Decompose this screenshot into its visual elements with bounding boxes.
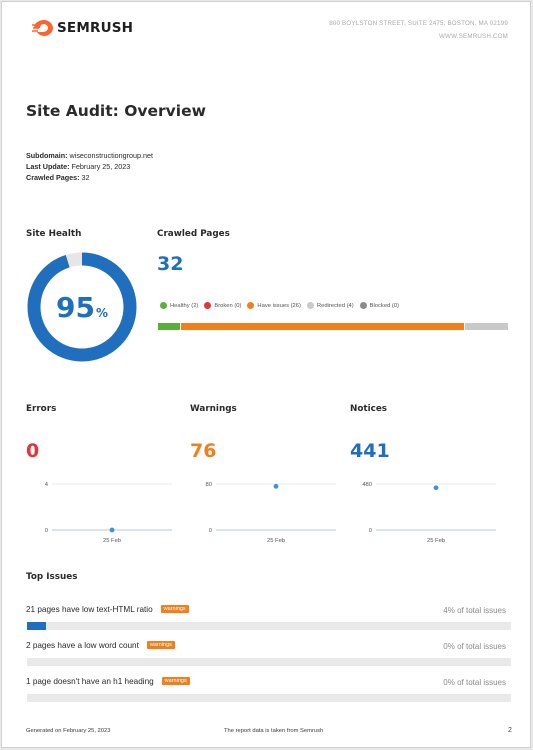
site-health-number: 95 (56, 290, 95, 324)
issue-text[interactable]: 1 page doesn't have an h1 heading (26, 677, 154, 686)
semrush-logo: SEMRUSH (32, 18, 133, 38)
legend-dot (247, 302, 255, 309)
notices-count: 441 (350, 440, 390, 462)
issue-bar-fill (27, 622, 47, 630)
legend-dot (204, 302, 212, 309)
site-health-value: 95 % (27, 252, 137, 362)
issue-row: 2 pages have a low word count warnings (26, 641, 175, 650)
audit-meta: Subdomain: wiseconstructiongroup.net Las… (26, 150, 153, 183)
warnings-badge: warnings (160, 605, 189, 613)
errors-chart: 4 0 25 Feb (45, 482, 172, 544)
notices-heading: Notices (350, 404, 388, 414)
issue-row: 1 page doesn't have an h1 heading warning… (26, 677, 190, 686)
legend-label: Redirected (4) (316, 302, 354, 309)
warnings-count: 76 (190, 440, 217, 462)
donut-arc (27, 252, 137, 362)
brand-name: SEMRUSH (57, 20, 134, 36)
y-tick-label: 0 (45, 528, 48, 534)
issue-text[interactable]: 2 pages have a low word count (26, 641, 139, 650)
y-tick-label: 0 (209, 528, 212, 534)
y-tick-label: 4 (45, 482, 49, 488)
issue-bar-track (27, 694, 511, 702)
website-line: WWW.SEMRUSH.COM (439, 32, 508, 40)
warnings-heading: Warnings (190, 404, 237, 414)
crawled-label: Crawled Pages: (26, 173, 80, 182)
company-address: 800 BOYLSTON STREET, SUITE 2475, BOSTON,… (329, 18, 508, 43)
last-update-value: February 25, 2023 (71, 162, 131, 171)
bar-segment (464, 323, 508, 330)
site-health-heading: Site Health (26, 229, 82, 239)
bar-segment (158, 323, 180, 330)
site-health-unit: % (95, 306, 108, 320)
crawled-pages-total: 32 (157, 253, 184, 275)
x-tick-label: 25 Feb (267, 538, 285, 544)
subdomain-value: wiseconstructiongroup.net (69, 151, 154, 160)
warnings-chart: 80 0 25 Feb (206, 482, 336, 544)
warnings-badge: warnings (146, 641, 175, 649)
y-tick-label: 480 (362, 482, 372, 488)
errors-count: 0 (26, 440, 40, 462)
site-health-donut (27, 252, 137, 362)
x-tick-label: 25 Feb (103, 538, 121, 544)
data-point (273, 483, 279, 489)
crawled-legend: Healthy (2) Broken (0) Have issues (26) Red… (160, 302, 405, 309)
legend-dot (359, 302, 367, 309)
issue-text[interactable]: 21 pages have low text-HTML ratio (26, 605, 153, 614)
notices-chart: 480 0 25 Feb (362, 482, 496, 544)
legend-dot (306, 302, 314, 309)
y-tick-label: 0 (369, 528, 372, 534)
x-tick-label: 25 Feb (427, 538, 445, 544)
legend-item: Broken (0) (204, 302, 241, 309)
legend-label: Have issues (26) (257, 302, 301, 309)
top-issues-heading: Top Issues (26, 572, 78, 582)
legend-item: Have issues (26) (247, 302, 301, 309)
legend-item: Blocked (0) (359, 302, 399, 309)
legend-label: Healthy (2) (170, 302, 199, 309)
crawled-value: 32 (81, 173, 90, 182)
last-update-label: Last Update: (26, 162, 70, 171)
errors-heading: Errors (26, 404, 57, 414)
subdomain-label: Subdomain: (26, 151, 68, 160)
footer-source: The report data is taken from Semrush (224, 728, 324, 734)
issue-percent: 4% of total issues (443, 606, 506, 615)
issue-percent: 0% of total issues (443, 678, 506, 687)
legend-item: Redirected (4) (306, 302, 354, 309)
issue-row: 21 pages have low text-HTML ratio warning… (26, 605, 189, 614)
y-tick-label: 80 (206, 482, 212, 488)
legend-item: Healthy (2) (160, 302, 198, 309)
crawled-stacked-bar (158, 323, 508, 330)
issue-percent: 0% of total issues (443, 642, 506, 651)
warnings-badge: warnings (161, 677, 190, 685)
page-title: Site Audit: Overview (26, 102, 206, 120)
crawled-pages-heading: Crawled Pages (157, 229, 230, 239)
data-point (109, 527, 115, 533)
issue-bar-track (27, 658, 511, 666)
page-number: 2 (508, 727, 512, 734)
data-point (433, 485, 439, 491)
legend-label: Broken (0) (214, 302, 242, 309)
legend-dot (160, 302, 167, 309)
address-line: 800 BOYLSTON STREET, SUITE 2475, BOSTON,… (329, 20, 508, 27)
bar-segment (180, 323, 464, 330)
issue-bar-track (27, 622, 511, 630)
flame-logo-icon (32, 20, 53, 36)
legend-label: Blocked (0) (369, 302, 399, 309)
footer-generated: Generated on February 25, 2023 (26, 728, 111, 734)
